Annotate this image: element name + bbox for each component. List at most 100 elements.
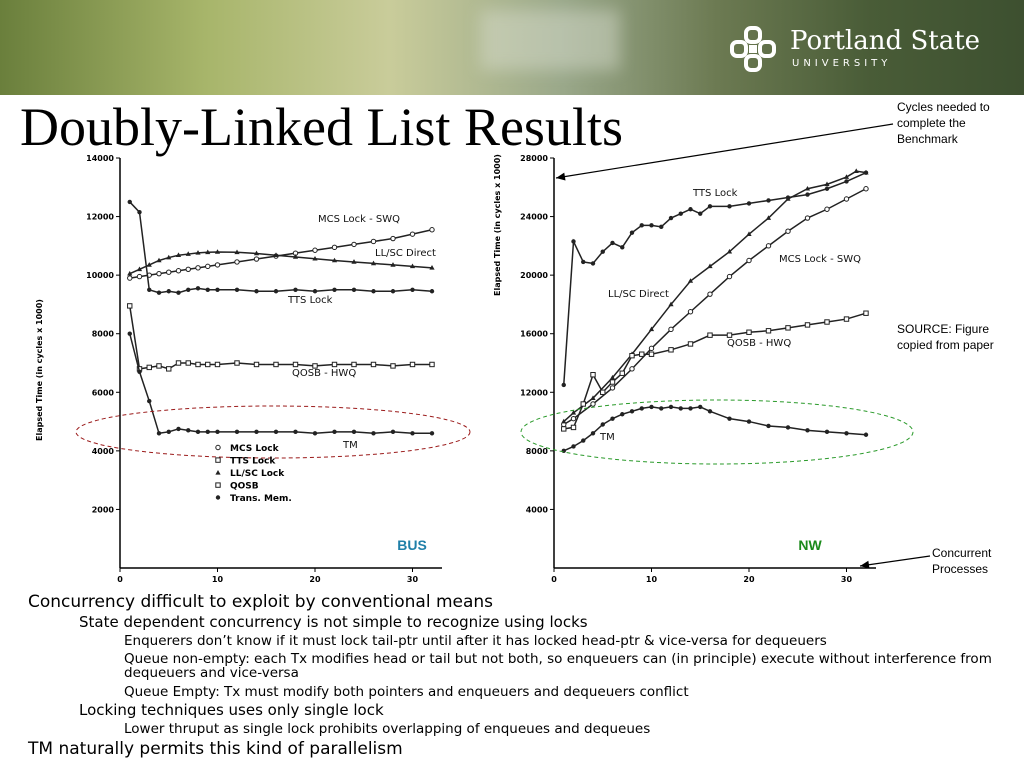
y-tick-label: 4000: [526, 505, 549, 514]
data-point: [370, 260, 377, 266]
y-tick-label: 2000: [92, 505, 115, 514]
y-tick-label: 20000: [520, 271, 548, 280]
data-point: [293, 287, 298, 292]
data-point: [146, 262, 152, 267]
series-label: TTS Lock: [287, 295, 333, 306]
university-logo: Portland State UNIVERSITY: [728, 24, 988, 74]
data-point: [390, 262, 396, 267]
y-tick-label: 10000: [86, 271, 114, 280]
x-tick-label: 20: [743, 575, 755, 584]
data-point: [185, 360, 191, 366]
data-point: [863, 169, 869, 175]
data-point: [698, 211, 703, 216]
x-tick-label: 0: [551, 575, 557, 584]
data-point: [331, 244, 338, 251]
data-point: [707, 409, 713, 414]
charts-canvas: 2000 4000 6000 8000 10000 12000 14000 0 10 20 30 El…: [35, 123, 931, 584]
data-point: [370, 361, 377, 368]
data-point: [429, 227, 435, 233]
data-point: [805, 192, 810, 197]
data-point: [766, 198, 771, 203]
data-point: [215, 429, 220, 435]
data-point: [195, 429, 201, 435]
data-point: [195, 286, 201, 291]
data-point: [707, 291, 713, 297]
data-point: [785, 325, 791, 331]
data-point: [726, 273, 733, 280]
series-line: [563, 188, 867, 426]
data-point: [824, 429, 830, 435]
data-point: [726, 332, 733, 338]
data-point: [687, 309, 694, 315]
data-point: [727, 416, 732, 421]
data-point: [804, 185, 811, 191]
data-point: [620, 245, 625, 250]
data-point: [234, 259, 240, 265]
data-point: [639, 351, 645, 357]
data-point: [175, 268, 182, 274]
data-point: [176, 426, 181, 432]
data-point: [156, 270, 162, 277]
y-tick-label: 16000: [520, 330, 548, 339]
cycles-callout-arrow-head: [556, 172, 566, 181]
series-label: TTS Lock: [692, 188, 738, 199]
data-point: [312, 289, 318, 294]
data-point: [581, 438, 586, 443]
data-point: [351, 361, 357, 368]
data-point: [137, 369, 142, 374]
data-point: [273, 252, 279, 258]
data-point: [590, 431, 596, 436]
series-line: [129, 305, 432, 370]
data-point: [214, 249, 221, 254]
data-point: [600, 389, 606, 395]
header-banner: Portland State UNIVERSITY: [0, 0, 1024, 95]
data-point: [410, 431, 415, 436]
data-point: [561, 418, 567, 424]
data-point: [620, 412, 625, 417]
data-point: [185, 251, 191, 256]
data-point: [312, 247, 318, 253]
y-tick-label: 12000: [86, 213, 114, 222]
data-point: [205, 287, 210, 292]
data-point: [166, 366, 172, 372]
panel-label: BUS: [397, 537, 427, 553]
data-point: [804, 322, 811, 328]
data-point: [292, 254, 299, 259]
data-point: [580, 401, 586, 407]
series-label: QOSB - HWQ: [727, 338, 791, 349]
data-point: [590, 261, 596, 266]
data-point: [571, 239, 576, 244]
data-point: [429, 431, 435, 436]
bullet-level3: Queue Empty: Tx must modify both pointer…: [124, 684, 689, 700]
data-point: [659, 224, 664, 230]
data-point: [156, 431, 162, 436]
series-label: LL/SC Direct: [375, 248, 436, 259]
y-tick-label: 8000: [526, 447, 549, 456]
data-point: [370, 238, 377, 245]
data-point: [648, 326, 655, 332]
data-point: [668, 215, 674, 221]
y-tick-label: 12000: [520, 388, 548, 397]
cycles-callout-arrow: [555, 123, 894, 179]
x-tick-label: 10: [212, 575, 224, 584]
x-tick-label: 20: [309, 575, 321, 584]
legend-label: Trans. Mem.: [230, 494, 292, 504]
data-point: [688, 406, 693, 411]
bullet-level1: Concurrency difficult to exploit by conv…: [28, 592, 494, 612]
data-point: [746, 257, 752, 264]
legend-marker: [215, 482, 221, 488]
bullet-level3: Enquerers don’t know if it must lock tai…: [124, 633, 827, 649]
data-point: [629, 352, 635, 359]
tm-highlight-ellipse: [520, 399, 914, 465]
data-point: [214, 361, 221, 368]
data-point: [619, 370, 625, 376]
data-point: [273, 429, 279, 435]
data-point: [843, 174, 850, 179]
data-point: [351, 287, 357, 292]
data-point: [561, 448, 566, 454]
data-point: [175, 252, 182, 258]
data-point: [824, 186, 830, 191]
data-point: [195, 265, 201, 271]
data-point: [765, 328, 772, 334]
concurrent-processes-note: Concurrent Processes: [932, 546, 992, 576]
